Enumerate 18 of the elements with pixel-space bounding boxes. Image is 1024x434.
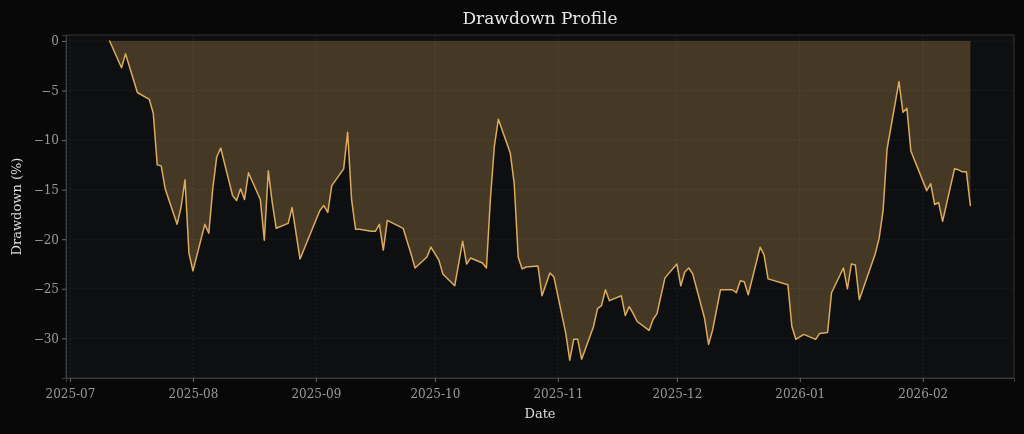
x-tick-label: 2025-07	[45, 386, 96, 401]
x-tick-label: 2026-01	[775, 386, 826, 401]
y-axis-title: Drawdown (%)	[9, 157, 24, 256]
y-tick-label: −30	[33, 331, 59, 346]
y-tick-label: −15	[33, 182, 59, 197]
x-tick-label: 2025-12	[652, 386, 703, 401]
x-tick-label: 2025-09	[291, 386, 342, 401]
y-tick-label: −5	[41, 83, 59, 98]
y-tick-label: −25	[33, 282, 59, 297]
y-tick-label: 0	[51, 34, 59, 49]
x-tick-label: 2025-11	[533, 386, 584, 401]
y-tick-label: −10	[33, 133, 59, 148]
x-tick-label: 2025-08	[168, 386, 219, 401]
chart-title: Drawdown Profile	[462, 8, 618, 28]
y-tick-label: −20	[33, 232, 59, 247]
x-tick-label: 2026-02	[898, 386, 949, 401]
x-tick-label: 2025-10	[410, 386, 461, 401]
x-axis-title: Date	[524, 406, 556, 421]
